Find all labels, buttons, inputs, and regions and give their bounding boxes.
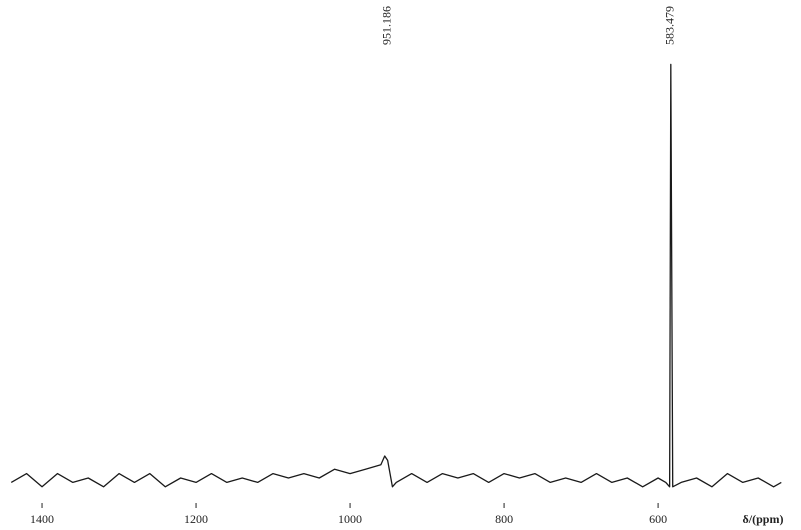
x-tick-label: 1400	[30, 512, 54, 526]
x-tick-label: 800	[495, 512, 513, 526]
x-tick-label: 1000	[338, 512, 362, 526]
spectrum-line	[10, 63, 782, 488]
peak-label: 951.186	[379, 6, 393, 45]
peak-label: 583.479	[663, 6, 677, 45]
x-tick-label: 1200	[184, 512, 208, 526]
x-axis-label: δ/(ppm)	[743, 512, 784, 526]
x-tick-label: 600	[649, 512, 667, 526]
